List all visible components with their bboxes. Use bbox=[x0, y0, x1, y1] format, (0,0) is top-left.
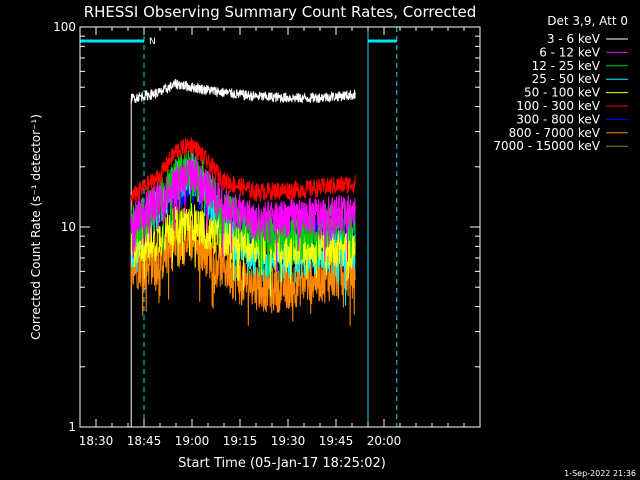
y-tick-label: 1 bbox=[68, 420, 76, 434]
series-line-5 bbox=[130, 137, 356, 205]
x-tick-label: 19:15 bbox=[223, 434, 258, 448]
legend-entry-label: 300 - 800 keV bbox=[516, 112, 600, 126]
legend-title: Det 3,9, Att 0 bbox=[547, 14, 628, 28]
legend-entry-label: 12 - 25 keV bbox=[532, 59, 601, 73]
x-tick-label: 18:30 bbox=[79, 434, 114, 448]
chart-title: RHESSI Observing Summary Count Rates, Co… bbox=[84, 3, 477, 21]
x-axis: 18:30 18:45 19:00 19:15 19:30 19:45 20:00 bbox=[79, 27, 481, 448]
x-tick-label: 20:00 bbox=[367, 434, 402, 448]
legend-entry-label: 100 - 300 keV bbox=[516, 99, 600, 113]
legend-entry-label: 25 - 50 keV bbox=[532, 72, 601, 86]
legend-entry-label: 800 - 7000 keV bbox=[509, 126, 601, 140]
y-axis-label: Corrected Count Rate (s⁻¹ detector⁻¹) bbox=[29, 114, 43, 340]
series-line-3-6-kev bbox=[130, 78, 356, 104]
x-tick-label: 18:45 bbox=[127, 434, 162, 448]
night-label: N bbox=[149, 37, 156, 47]
legend-entry-label: 50 - 100 keV bbox=[524, 86, 601, 100]
x-tick-label: 19:00 bbox=[175, 434, 210, 448]
legend-entry-label: 3 - 6 keV bbox=[547, 32, 601, 46]
series-line-7 bbox=[130, 218, 356, 327]
plot-area: N bbox=[79, 27, 398, 427]
y-tick-label: 100 bbox=[53, 20, 76, 34]
x-tick-label: 19:45 bbox=[319, 434, 354, 448]
legend-entry-label: 7000 - 15000 keV bbox=[493, 139, 600, 153]
x-tick-label: 19:30 bbox=[271, 434, 306, 448]
y-tick-label: 10 bbox=[61, 220, 76, 234]
y-axis: 1 10 100 bbox=[53, 20, 480, 434]
series-line-1 bbox=[130, 155, 356, 273]
timestamp: 1-Sep-2022 21:36 bbox=[564, 469, 636, 478]
legend-entry-label: 6 - 12 keV bbox=[539, 45, 601, 59]
x-axis-label: Start Time (05-Jan-17 18:25:02) bbox=[178, 456, 386, 471]
